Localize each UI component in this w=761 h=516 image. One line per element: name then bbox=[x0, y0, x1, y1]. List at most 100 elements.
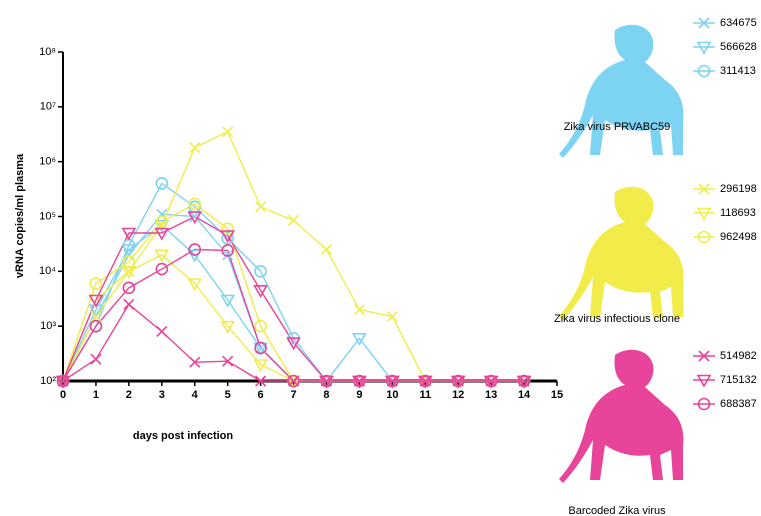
legend-label: 566628 bbox=[720, 41, 757, 53]
marker bbox=[286, 375, 301, 389]
marker bbox=[254, 341, 267, 355]
x-tick-label: 4 bbox=[192, 389, 199, 401]
legend-label: 962498 bbox=[720, 231, 757, 243]
marker bbox=[90, 310, 102, 323]
marker bbox=[188, 197, 202, 211]
marker bbox=[220, 320, 236, 334]
marker bbox=[90, 353, 102, 365]
marker bbox=[353, 374, 366, 388]
marker bbox=[484, 374, 498, 388]
x-tick-label: 10 bbox=[386, 389, 398, 401]
x-tick-label: 1 bbox=[93, 389, 99, 401]
marker bbox=[222, 249, 234, 261]
marker bbox=[386, 310, 398, 323]
x-tick-label: 9 bbox=[356, 389, 362, 401]
legend-label: 634675 bbox=[720, 17, 757, 29]
marker bbox=[221, 232, 234, 245]
marker bbox=[286, 337, 301, 351]
marker bbox=[122, 281, 136, 295]
marker bbox=[187, 211, 203, 225]
x-tick-label: 6 bbox=[258, 389, 264, 401]
marker bbox=[156, 325, 168, 338]
marker bbox=[253, 285, 268, 298]
legend-label: 514982 bbox=[720, 350, 757, 362]
marker bbox=[352, 333, 367, 346]
x-tick-label: 13 bbox=[485, 389, 497, 401]
legend-label: 296198 bbox=[720, 183, 757, 195]
marker bbox=[89, 319, 103, 333]
x-axis-label: days post infection bbox=[133, 430, 234, 442]
marker bbox=[253, 342, 268, 356]
marker bbox=[386, 374, 399, 388]
legend-label: 715132 bbox=[720, 374, 757, 386]
marker bbox=[123, 298, 135, 310]
x-tick-label: 8 bbox=[323, 389, 329, 401]
marker bbox=[189, 210, 201, 223]
marker bbox=[483, 375, 499, 389]
silhouette bbox=[559, 186, 684, 320]
marker bbox=[122, 255, 136, 268]
legend-marker bbox=[697, 230, 711, 244]
marker bbox=[320, 243, 333, 256]
y-tick-label: 10⁸ bbox=[39, 46, 56, 58]
legend-group-label: Barcoded Zika virus bbox=[568, 505, 666, 516]
x-tick-label: 12 bbox=[452, 389, 464, 401]
x-tick-label: 3 bbox=[159, 389, 165, 401]
legend-marker bbox=[698, 350, 710, 362]
marker bbox=[516, 375, 532, 389]
marker bbox=[450, 375, 466, 389]
legend-group-label: Zika virus PRVABC59 bbox=[564, 121, 671, 133]
x-tick-label: 7 bbox=[290, 389, 296, 401]
marker bbox=[221, 244, 234, 257]
marker bbox=[220, 294, 236, 308]
legend-marker bbox=[698, 17, 710, 29]
marker bbox=[55, 375, 71, 389]
legend-group-label: Zika virus infectious clone bbox=[554, 313, 680, 325]
y-tick-label: 10⁵ bbox=[39, 210, 56, 222]
silhouette bbox=[559, 24, 684, 158]
marker bbox=[287, 374, 300, 388]
marker bbox=[451, 374, 465, 388]
y-axis-label: vRNA copies/ml plasma bbox=[14, 153, 26, 278]
marker bbox=[287, 214, 300, 226]
y-tick-label: 10³ bbox=[40, 320, 56, 332]
y-tick-label: 10² bbox=[40, 375, 56, 387]
x-tick-label: 5 bbox=[225, 389, 231, 401]
marker bbox=[384, 375, 400, 389]
legend-marker bbox=[696, 207, 712, 221]
marker bbox=[255, 201, 267, 213]
marker bbox=[320, 374, 333, 388]
y-tick-label: 10⁶ bbox=[39, 156, 56, 168]
legend-marker bbox=[697, 397, 711, 411]
marker bbox=[155, 215, 169, 229]
legend-marker bbox=[697, 64, 711, 78]
marker bbox=[155, 262, 169, 276]
marker bbox=[220, 230, 236, 244]
x-tick-label: 2 bbox=[126, 389, 132, 401]
marker bbox=[352, 375, 367, 389]
marker bbox=[517, 374, 531, 388]
legend-marker bbox=[696, 41, 712, 55]
marker bbox=[121, 227, 137, 241]
legend-marker bbox=[696, 374, 712, 388]
marker bbox=[56, 374, 70, 388]
marker bbox=[253, 359, 268, 373]
marker bbox=[319, 375, 334, 389]
marker bbox=[222, 355, 234, 367]
marker bbox=[417, 375, 433, 389]
legend-marker bbox=[698, 183, 710, 195]
marker bbox=[418, 374, 432, 388]
silhouette bbox=[559, 349, 684, 483]
marker bbox=[353, 304, 365, 316]
marker bbox=[254, 265, 267, 278]
marker bbox=[222, 126, 234, 138]
marker bbox=[89, 277, 103, 290]
marker bbox=[154, 249, 170, 263]
legend-label: 118693 bbox=[720, 207, 756, 219]
marker bbox=[155, 177, 169, 190]
x-tick-label: 15 bbox=[551, 389, 563, 401]
marker bbox=[154, 227, 170, 241]
marker bbox=[188, 243, 202, 256]
y-tick-label: 10⁷ bbox=[40, 101, 56, 113]
